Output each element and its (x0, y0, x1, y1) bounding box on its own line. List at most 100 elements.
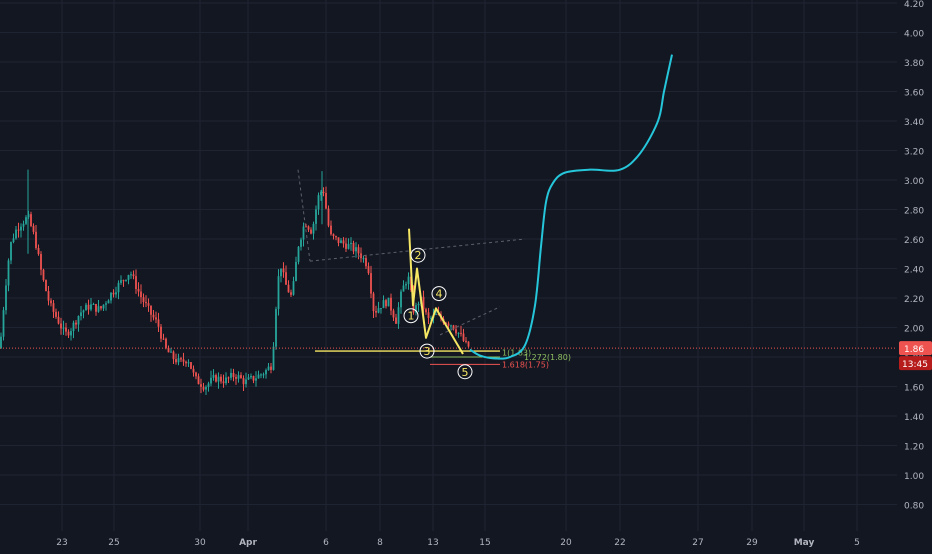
candle-body (387, 297, 390, 307)
candle-body (55, 311, 57, 317)
candle-body (312, 223, 315, 234)
candle-body (35, 231, 37, 248)
candle-body (362, 258, 365, 260)
time-tick-label: Apr (239, 538, 257, 548)
candle-body (170, 351, 172, 353)
candle-body (120, 280, 122, 283)
price-tick-label: 1.40 (904, 413, 924, 423)
price-tick-label: 3.60 (904, 89, 924, 99)
candle-body (325, 193, 327, 209)
candle-body (102, 304, 105, 309)
candle-body (135, 276, 137, 289)
candle-body (152, 314, 155, 318)
time-tick-label: 23 (56, 538, 67, 548)
candle-body (52, 303, 55, 312)
price-tick-label: 4.20 (904, 0, 924, 10)
time-axis[interactable]: 23 25 30 Apr 6 8 13 15 20 22 27 29 May 5 (56, 538, 860, 548)
candle-body (57, 316, 60, 324)
candle-body (285, 272, 287, 285)
candle-body (245, 379, 247, 385)
candle-body (197, 376, 200, 385)
projection-group (469, 54, 673, 360)
candle-body (90, 304, 92, 310)
wave-label: 1 (408, 310, 415, 323)
candle-body (195, 372, 197, 377)
candle-body (405, 284, 407, 286)
price-tick-label: 2.40 (904, 266, 924, 276)
candle-body (395, 317, 397, 324)
candle-body (160, 326, 162, 339)
candle-body (237, 375, 240, 379)
candle-body (185, 361, 187, 364)
candle-body (467, 341, 470, 347)
candle-body (400, 291, 402, 308)
candle-body (282, 268, 285, 273)
candle-body (372, 293, 375, 312)
price-tick-label: 1.00 (904, 472, 924, 482)
candle-body (265, 370, 267, 375)
candle-body (20, 226, 22, 231)
candle-body (130, 274, 132, 276)
candle-body (205, 386, 207, 390)
candle-body (425, 309, 427, 313)
candle-body (327, 208, 330, 226)
candle-body (450, 325, 452, 327)
last-price-tag (899, 341, 932, 356)
last-price-label: 1.86 (904, 345, 924, 355)
countdown-tag (899, 356, 932, 371)
candle-body (177, 358, 180, 363)
candle-body (10, 242, 12, 261)
candle-body (187, 362, 190, 364)
candle-body (255, 378, 257, 381)
candle-body (340, 240, 342, 243)
candle-body (182, 359, 185, 362)
time-tick-label: 6 (323, 538, 329, 548)
candle-body (97, 306, 100, 312)
candle-body (155, 317, 157, 320)
candle-body (370, 273, 372, 294)
candle-body (0, 336, 2, 349)
candle-body (162, 338, 165, 340)
candle-body (95, 303, 97, 312)
candle-body (267, 366, 270, 371)
price-tick-label: 2.20 (904, 295, 924, 305)
candle-body (142, 297, 145, 302)
candle-body (330, 225, 332, 235)
candle-body (192, 368, 195, 373)
time-tick-label: 13 (427, 538, 438, 548)
candle-body (172, 351, 175, 360)
candle-body (290, 292, 292, 295)
candle-body (67, 331, 70, 336)
projection-curve (469, 54, 673, 360)
candle-body (107, 300, 110, 304)
candle-body (165, 338, 167, 348)
candle-body (275, 309, 277, 347)
candle-body (422, 296, 425, 310)
price-tick-label: 2.60 (904, 236, 924, 246)
candle-body (322, 191, 325, 194)
elliott-wave-group: 1 2 3 4 5 (403, 228, 473, 380)
price-tick-label: 1.20 (904, 443, 924, 453)
candle-body (42, 269, 45, 281)
candle-body (375, 311, 377, 313)
countdown-label: 13:45 (902, 360, 928, 370)
time-tick-label: 25 (108, 538, 119, 548)
candle-body (37, 247, 40, 255)
time-tick-label: 27 (692, 538, 703, 548)
candle-body (455, 329, 457, 334)
candle-body (127, 274, 130, 280)
candle-body (72, 322, 75, 332)
candle-body (157, 319, 160, 327)
candle-body (150, 305, 152, 315)
candle-body (257, 374, 260, 379)
candle-body (397, 307, 400, 324)
time-tick-label: 15 (479, 538, 490, 548)
candle-body (110, 292, 112, 301)
candle-body (215, 375, 217, 382)
candle-body (272, 346, 275, 370)
candle-body (85, 304, 87, 311)
candle-body (5, 285, 7, 311)
